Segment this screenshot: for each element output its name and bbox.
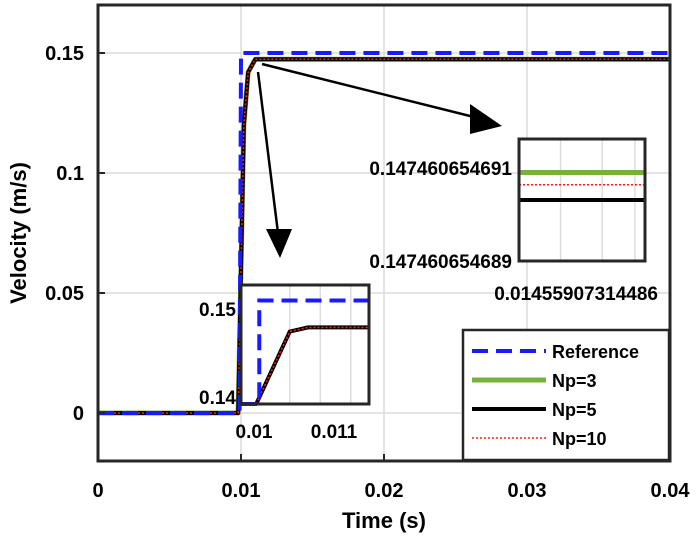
x-tick-label-2: 0.02 xyxy=(365,480,404,502)
legend-label-np-5: Np=5 xyxy=(552,400,597,420)
arrow-to-upper-inset xyxy=(261,62,479,120)
inset-lower-frame xyxy=(239,283,371,406)
inset-lower-background xyxy=(241,285,369,404)
inset-lower-ytick-top: 0.15 xyxy=(199,300,236,321)
inset-upper-frame xyxy=(517,137,647,263)
inset-zoom-lower: 0.15 0.14 0.01 0.011 xyxy=(199,283,371,443)
inset-lower-response-red xyxy=(255,326,369,405)
y-tick-label-1: 0.05 xyxy=(45,283,84,305)
inset-lower-ytick-bottom: 0.14 xyxy=(199,388,236,409)
inset-lower-grid xyxy=(289,285,352,404)
inset-lower-xtick-2: 0.011 xyxy=(311,422,358,443)
annotation-arrows xyxy=(256,62,502,258)
y-tick-label-3: 0.15 xyxy=(45,43,84,65)
main-tick-labels: 0 0.01 0.02 0.03 0.04 0 0.05 0.1 0.15 xyxy=(45,43,690,502)
legend-label-np-10: Np=10 xyxy=(552,429,607,449)
inset-lower-xtick-1: 0.01 xyxy=(236,422,273,443)
legend-label-np-3: Np=3 xyxy=(552,371,597,391)
arrowhead-lower-inset xyxy=(266,229,292,258)
y-axis-label: Velocity (m/s) xyxy=(6,162,31,304)
main-series xyxy=(98,51,670,416)
inset-upper-xtick: 0.01455907314486 xyxy=(494,284,658,305)
legend: Reference Np=3 Np=5 Np=10 xyxy=(461,328,671,462)
inset-upper-series xyxy=(519,170,645,202)
x-tick-label-0: 0 xyxy=(92,480,103,502)
inset-upper-ytick-bottom: 0.147460654689 xyxy=(369,252,512,273)
series-line-reference xyxy=(98,51,670,415)
x-tick-label-1: 0.01 xyxy=(222,480,261,502)
legend-label-reference: Reference xyxy=(552,342,639,362)
arrowhead-upper-inset xyxy=(470,104,502,134)
x-tick-label-3: 0.03 xyxy=(508,480,547,502)
arrow-to-lower-inset xyxy=(256,71,280,234)
inset-zoom-upper: 0.147460654691 0.147460654689 0.01455907… xyxy=(369,137,658,305)
y-tick-label-0: 0 xyxy=(73,403,84,425)
x-axis-label: Time (s) xyxy=(342,508,426,533)
legend-items: Reference Np=3 Np=5 Np=10 xyxy=(472,342,639,449)
inset-upper-ytick-top: 0.147460654691 xyxy=(369,159,512,180)
series-line-np-10 xyxy=(98,58,670,414)
x-tick-label-4: 0.04 xyxy=(651,480,691,502)
y-tick-label-2: 0.1 xyxy=(56,163,84,185)
